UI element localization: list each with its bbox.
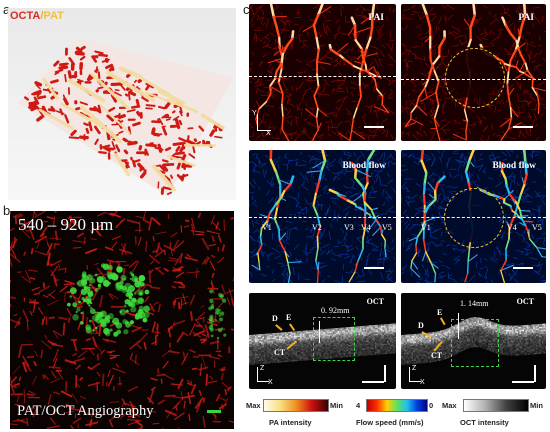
pai-image-left: PAI Y X (249, 4, 396, 141)
vessel-label-v2: V2 (312, 223, 322, 232)
flow-colorbar-min: 0 (429, 401, 434, 410)
flow-colorbar-max: 4 (356, 401, 361, 410)
scale-bar (513, 126, 533, 128)
thickness-label: 0. 92mm (321, 306, 350, 315)
panel-a-3d-rendering (8, 8, 236, 200)
flow-colorbar-title: Flow speed (mm/s) (356, 418, 424, 427)
panel-a-legend: OCTA/PAT (10, 10, 64, 22)
layer-label-ct: CT (274, 348, 286, 357)
scale-bar-horizontal (362, 381, 384, 383)
axis-z-label: Z (260, 365, 265, 372)
axis-x-line (257, 130, 271, 131)
axis-z-line (257, 367, 258, 381)
depth-range-label: 540 – 920 µm (18, 215, 114, 234)
dashed-scan-line (249, 217, 396, 218)
layer-label-d: D (272, 314, 278, 323)
vessel-label-v5: V5 (532, 223, 542, 232)
panel-c-letter: c (243, 2, 250, 17)
scale-bar (364, 126, 384, 128)
vessel-label-v3: V3 (344, 223, 354, 232)
green-roi-box (451, 319, 499, 367)
pa-colorbar-min: Min (330, 401, 343, 410)
scale-bar (513, 267, 533, 269)
axis-x-line (257, 381, 269, 382)
pai-label: PAI (368, 13, 384, 23)
oct-colorbar (463, 399, 529, 412)
oct-label: OCT (516, 297, 534, 306)
thickness-label: 1. 14mm (460, 299, 489, 308)
legend-octa: OCTA (10, 10, 41, 22)
scale-bar-vertical (384, 365, 386, 382)
scale-bar-vertical (534, 365, 536, 382)
layer-label-e: E (286, 313, 292, 322)
oct-colorbar-title: OCT intensity (460, 418, 509, 427)
pa-colorbar-max: Max (246, 401, 261, 410)
layer-label-e: E (437, 308, 443, 317)
legend-separator: / (40, 10, 44, 22)
flow-colorbar (366, 399, 428, 412)
pa-colorbar-title: PA intensity (269, 418, 312, 427)
layer-label-d: D (418, 321, 424, 330)
axis-z-label: Z (412, 365, 417, 372)
vessel-label-v1: V1 (421, 223, 431, 232)
scale-bar-horizontal (512, 381, 534, 383)
vessel-label-v4: V4 (507, 223, 517, 232)
thickness-bracket (458, 313, 459, 339)
panel-b-letter: b (3, 203, 11, 218)
lesion-circle (445, 48, 505, 108)
pai-image-right: PAI (401, 4, 546, 141)
axis-x-label: X (420, 379, 425, 386)
blood-flow-image-right: Blood flow V1 V4 V5 (401, 150, 546, 283)
lesion-circle (444, 188, 504, 248)
vessel-label-v5: V5 (382, 223, 392, 232)
vessel-label-v1: V1 (262, 223, 272, 232)
layer-label-ct: CT (431, 351, 443, 360)
panel-b-angiography-image: 540 – 920 µm PAT/OCT Angiography (10, 211, 234, 429)
axis-x-label: X (268, 379, 273, 386)
oct-label: OCT (366, 297, 384, 306)
oct-colorbar-min: Min (530, 401, 543, 410)
pa-colorbar (263, 399, 329, 412)
scale-bar (207, 410, 221, 413)
axis-y-line (257, 114, 258, 130)
axis-z-line (409, 367, 410, 381)
panel-a-letter: a (3, 2, 11, 17)
oct-colorbar-max: Max (442, 401, 457, 410)
oct-bscan-right: OCT 1. 14mm E D CT Z X (401, 293, 546, 389)
blood-flow-image-left: Blood flow V1 V2 V3 V4 V5 (249, 150, 396, 283)
vessel-label-v4: V4 (361, 223, 371, 232)
green-roi-box (313, 317, 355, 361)
axis-x-line (409, 381, 421, 382)
dashed-scan-line (249, 76, 396, 77)
axis-y-label: Y (252, 110, 257, 117)
blood-flow-label: Blood flow (492, 161, 536, 171)
legend-pat: PAT (43, 10, 64, 22)
pai-label: PAI (518, 13, 534, 23)
blood-flow-label: Blood flow (342, 161, 386, 171)
angiography-caption: PAT/OCT Angiography (17, 403, 154, 419)
scale-bar (364, 267, 384, 269)
axis-x-label: X (266, 130, 271, 137)
thickness-bracket (319, 321, 320, 343)
oct-bscan-left: OCT 0. 92mm D E CT Z X (249, 293, 396, 389)
